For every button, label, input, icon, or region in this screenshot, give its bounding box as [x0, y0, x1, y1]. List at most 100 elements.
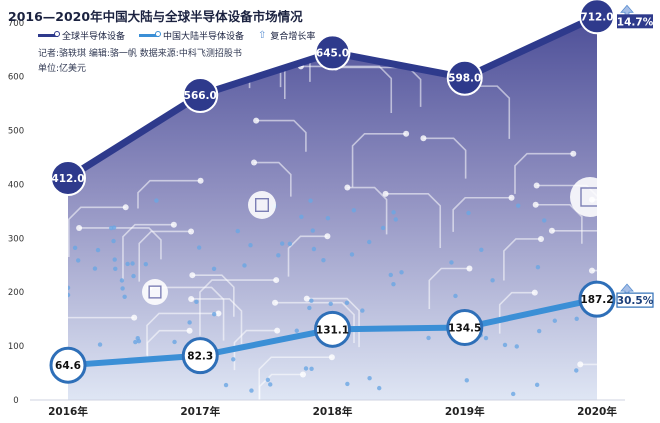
legend: 全球半导体设备 中国大陆半导体设备 ⇧ 复合增长率	[38, 29, 315, 42]
circuit-trace	[115, 55, 174, 104]
circuit-trace	[258, 373, 303, 401]
circuit-dot	[351, 208, 357, 213]
circuit-trace	[233, 329, 278, 371]
circuit-node	[508, 194, 515, 201]
circuit-dot	[367, 375, 372, 381]
circuit-trace	[191, 298, 243, 344]
legend-label: 全球半导体设备	[62, 32, 126, 42]
circuit-node	[274, 327, 281, 334]
circuit-dot	[321, 258, 326, 263]
circuit-dot	[542, 218, 547, 223]
circuit-dot	[294, 328, 299, 333]
line-dot-icon	[139, 31, 162, 37]
circuit-trace	[347, 186, 388, 235]
data-label-china: 131.1	[316, 324, 349, 336]
chip-icon-body	[148, 285, 162, 299]
circuit-trace	[122, 223, 174, 281]
chip-icon	[142, 279, 168, 305]
chip-icon-body	[254, 197, 269, 212]
circuit-trace	[428, 267, 470, 309]
circuit-dot	[511, 391, 516, 397]
data-label-global: 598.0	[448, 73, 481, 85]
circuit-node	[170, 221, 177, 228]
circuit-dot	[154, 198, 159, 203]
x-tick-label: 2017年	[180, 405, 220, 418]
circuit-dot	[235, 228, 240, 234]
circuit-dot	[92, 266, 98, 271]
circuit-node	[215, 310, 222, 317]
circuit-dot	[479, 247, 484, 253]
legend-label: 复合增长率	[270, 32, 316, 42]
circuit-dot	[380, 225, 386, 231]
circuit-trace	[385, 193, 442, 249]
circuit-node	[532, 201, 539, 208]
data-point-global	[446, 59, 483, 96]
circuit-dot	[449, 260, 454, 265]
circuit-dot	[211, 266, 217, 271]
circuit-dot	[68, 285, 71, 291]
circuit-trace	[146, 329, 190, 361]
circuit-node	[466, 265, 473, 272]
circuit-dot	[552, 318, 558, 323]
circuit-dot	[125, 261, 130, 267]
circuit-dot	[516, 203, 521, 208]
circuit-node	[577, 361, 584, 368]
circuit-trace	[514, 152, 574, 194]
circuit-trace	[68, 206, 126, 258]
y-axis: 0 100 200 300 400 500 600 700 2016年 2017年 2018年 201…	[8, 19, 625, 418]
y-tick-label: 300	[8, 234, 24, 244]
circuit-dot	[574, 316, 579, 321]
circuit-dot	[466, 210, 471, 216]
circuit-dot	[122, 294, 127, 300]
circuit-dot	[309, 298, 314, 303]
circuit-dot	[187, 320, 192, 325]
circuit-dot	[536, 328, 542, 334]
circuit-dot	[75, 258, 81, 263]
y-tick-label: 600	[8, 73, 24, 83]
legend-item-global: 全球半导体设备	[38, 29, 125, 42]
circuit-dot	[490, 278, 495, 283]
circuit-dot	[328, 301, 333, 307]
circuit-trace	[258, 356, 332, 401]
unit-label: 单位:亿美元	[38, 64, 87, 74]
chip-icon	[570, 177, 597, 217]
y-tick-label: 100	[8, 342, 24, 352]
circuit-dot	[426, 335, 431, 341]
circuit-dot	[268, 382, 273, 387]
circuit-dot	[399, 270, 404, 275]
circuit-dot	[249, 388, 254, 393]
circuit-dot	[231, 357, 236, 362]
circuit-dot	[309, 366, 314, 372]
circuit-dot	[131, 273, 136, 279]
legend-item-cagr: ⇧ 复合增长率	[258, 29, 315, 42]
circuit-trace	[199, 279, 277, 336]
circuit-trace	[256, 119, 307, 152]
circuit-dot	[265, 377, 271, 383]
circuit-trace	[149, 286, 225, 341]
circuit-dot	[119, 278, 125, 283]
circuit-node	[197, 177, 204, 184]
circuit-dot	[120, 286, 125, 291]
data-label-global: 712.0	[580, 11, 613, 23]
circuit-dot	[453, 293, 458, 299]
circuit-dot	[279, 241, 285, 246]
circuit-trace	[137, 179, 201, 209]
circuit-node	[189, 272, 196, 279]
circuit-node	[344, 184, 351, 191]
y-tick-label: 700	[8, 19, 24, 29]
circuit-dot	[391, 210, 396, 215]
y-tick-label: 500	[8, 127, 24, 137]
circuit-node	[76, 224, 83, 231]
line-dot-icon	[38, 31, 60, 37]
circuit-dot	[299, 214, 304, 220]
cagr-badge-global	[617, 14, 653, 29]
circuit-dot	[367, 239, 372, 245]
circuit-trace	[503, 238, 541, 281]
circuit-dot	[172, 339, 177, 345]
circuit-node	[273, 277, 280, 284]
data-label-global: 412.0	[51, 173, 84, 185]
circuit-dot	[303, 366, 309, 371]
circuit-node	[131, 314, 138, 321]
y-tick-label: 200	[8, 288, 24, 298]
circuit-node	[299, 371, 306, 378]
